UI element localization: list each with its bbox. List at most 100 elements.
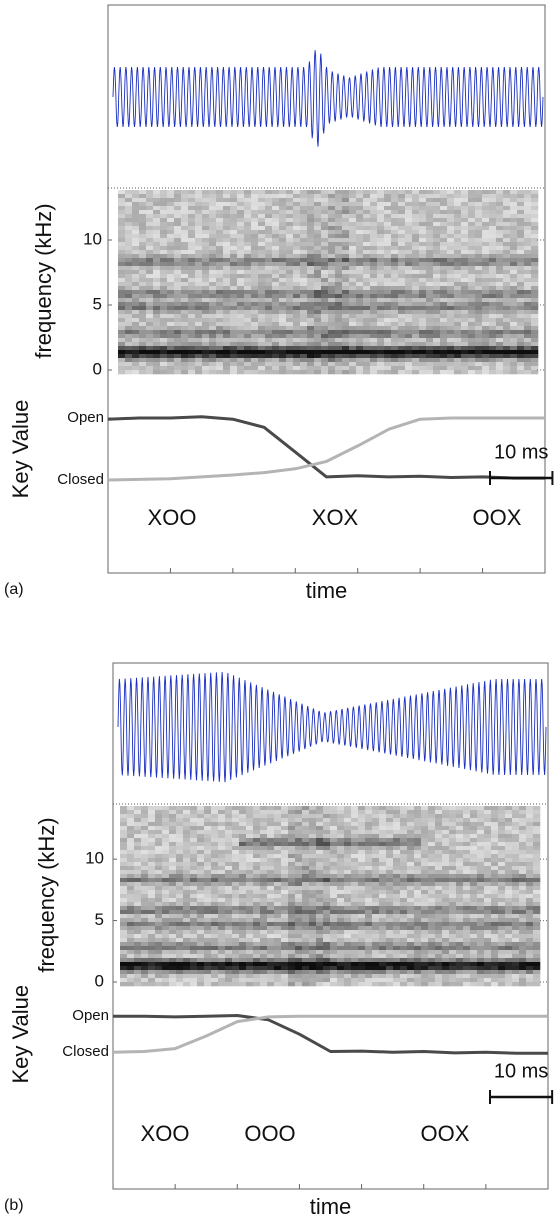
spectrogram-cell — [223, 350, 230, 354]
spectrogram-cell — [323, 938, 330, 942]
spectrogram-cell — [190, 846, 197, 850]
spectrogram-cell — [323, 982, 330, 986]
spectrogram-cell — [232, 942, 239, 946]
spectrogram-cell — [132, 238, 139, 242]
spectrogram-cell — [510, 318, 517, 322]
spectrogram-cell — [216, 230, 223, 234]
spectrogram-cell — [169, 866, 176, 870]
spectrogram-cell — [139, 302, 146, 306]
spectrogram-cell — [141, 946, 148, 950]
spectrogram-cell — [412, 282, 419, 286]
spectrogram-cell — [148, 898, 155, 902]
spectrogram-cell — [195, 302, 202, 306]
spectrogram-cell — [258, 346, 265, 350]
spectrogram-cell — [468, 242, 475, 246]
spectrogram-cell — [279, 346, 286, 350]
spectrogram-cell — [127, 910, 134, 914]
spectrogram-cell — [370, 298, 377, 302]
spectrogram-cell — [531, 230, 538, 234]
spectrogram-cell — [253, 850, 260, 854]
spectrogram-cell — [265, 214, 272, 218]
spectrogram-cell — [195, 214, 202, 218]
spectrogram-cell — [125, 370, 132, 374]
spectrogram-cell — [244, 198, 251, 202]
spectrogram-cell — [188, 346, 195, 350]
spectrogram-cell — [153, 222, 160, 226]
spectrogram-cell — [482, 330, 489, 334]
spectrogram-cell — [365, 938, 372, 942]
spectrogram-cell — [384, 266, 391, 270]
spectrogram-cell — [372, 858, 379, 862]
spectrogram-cell — [153, 218, 160, 222]
spectrogram-cell — [440, 230, 447, 234]
spectrogram-cell — [204, 826, 211, 830]
spectrogram-cell — [181, 242, 188, 246]
spectrogram-cell — [244, 314, 251, 318]
spectrogram-cell — [237, 302, 244, 306]
spectrogram-cell — [517, 202, 524, 206]
spectrogram-cell — [134, 966, 141, 970]
spectrogram-cell — [412, 262, 419, 266]
spectrogram-cell — [204, 930, 211, 934]
spectrogram-cell — [225, 810, 232, 814]
spectrogram-cell — [232, 818, 239, 822]
spectrogram-cell — [377, 198, 384, 202]
spectrogram-cell — [218, 914, 225, 918]
spectrogram-cell — [216, 254, 223, 258]
spectrogram-cell — [286, 198, 293, 202]
spectrogram-cell — [211, 806, 218, 810]
spectrogram-cell — [316, 926, 323, 930]
spectrogram-cell — [141, 842, 148, 846]
spectrogram-cell — [188, 242, 195, 246]
spectrogram-cell — [167, 238, 174, 242]
spectrogram-cell — [377, 266, 384, 270]
spectrogram-cell — [414, 842, 421, 846]
spectrogram-cell — [225, 954, 232, 958]
spectrogram-cell — [204, 938, 211, 942]
spectrogram-cell — [421, 850, 428, 854]
spectrogram-cell — [155, 870, 162, 874]
spectrogram-cell — [132, 318, 139, 322]
spectrogram-cell — [246, 894, 253, 898]
spectrogram-cell — [344, 938, 351, 942]
spectrogram-cell — [139, 310, 146, 314]
spectrogram-cell — [356, 314, 363, 318]
spectrogram-cell — [118, 226, 125, 230]
spectrogram-cell — [496, 342, 503, 346]
spectrogram-cell — [314, 246, 321, 250]
spectrogram-cell — [496, 270, 503, 274]
spectrogram-cell — [337, 826, 344, 830]
spectrogram-cell — [370, 342, 377, 346]
spectrogram-cell — [400, 946, 407, 950]
spectrogram-cell — [125, 198, 132, 202]
spectrogram-cell — [202, 226, 209, 230]
spectrogram-cell — [442, 846, 449, 850]
spectrogram-cell — [265, 234, 272, 238]
spectrogram-cell — [407, 934, 414, 938]
spectrogram-cell — [162, 906, 169, 910]
spectrogram-cell — [216, 258, 223, 262]
spectrogram-cell — [433, 286, 440, 290]
spectrogram-cell — [419, 306, 426, 310]
spectrogram-cell — [370, 306, 377, 310]
spectrogram-cell — [274, 926, 281, 930]
spectrogram-cell — [202, 262, 209, 266]
spectrogram-cell — [244, 330, 251, 334]
spectrogram-cell — [258, 330, 265, 334]
spectrogram-cell — [167, 286, 174, 290]
spectrogram-cell — [167, 254, 174, 258]
spectrogram-cell — [393, 982, 400, 986]
spectrogram-cell — [244, 294, 251, 298]
spectrogram-cell — [307, 250, 314, 254]
spectrogram-cell — [321, 338, 328, 342]
spectrogram-cell — [307, 314, 314, 318]
spectrogram-cell — [426, 206, 433, 210]
spectrogram-cell — [216, 194, 223, 198]
spectrogram-cell — [251, 226, 258, 230]
spectrogram-cell — [309, 822, 316, 826]
spectrogram-cell — [300, 226, 307, 230]
spectrogram-cell — [316, 982, 323, 986]
spectrogram-cell — [323, 870, 330, 874]
spectrogram-cell — [302, 878, 309, 882]
spectrogram-cell — [237, 358, 244, 362]
